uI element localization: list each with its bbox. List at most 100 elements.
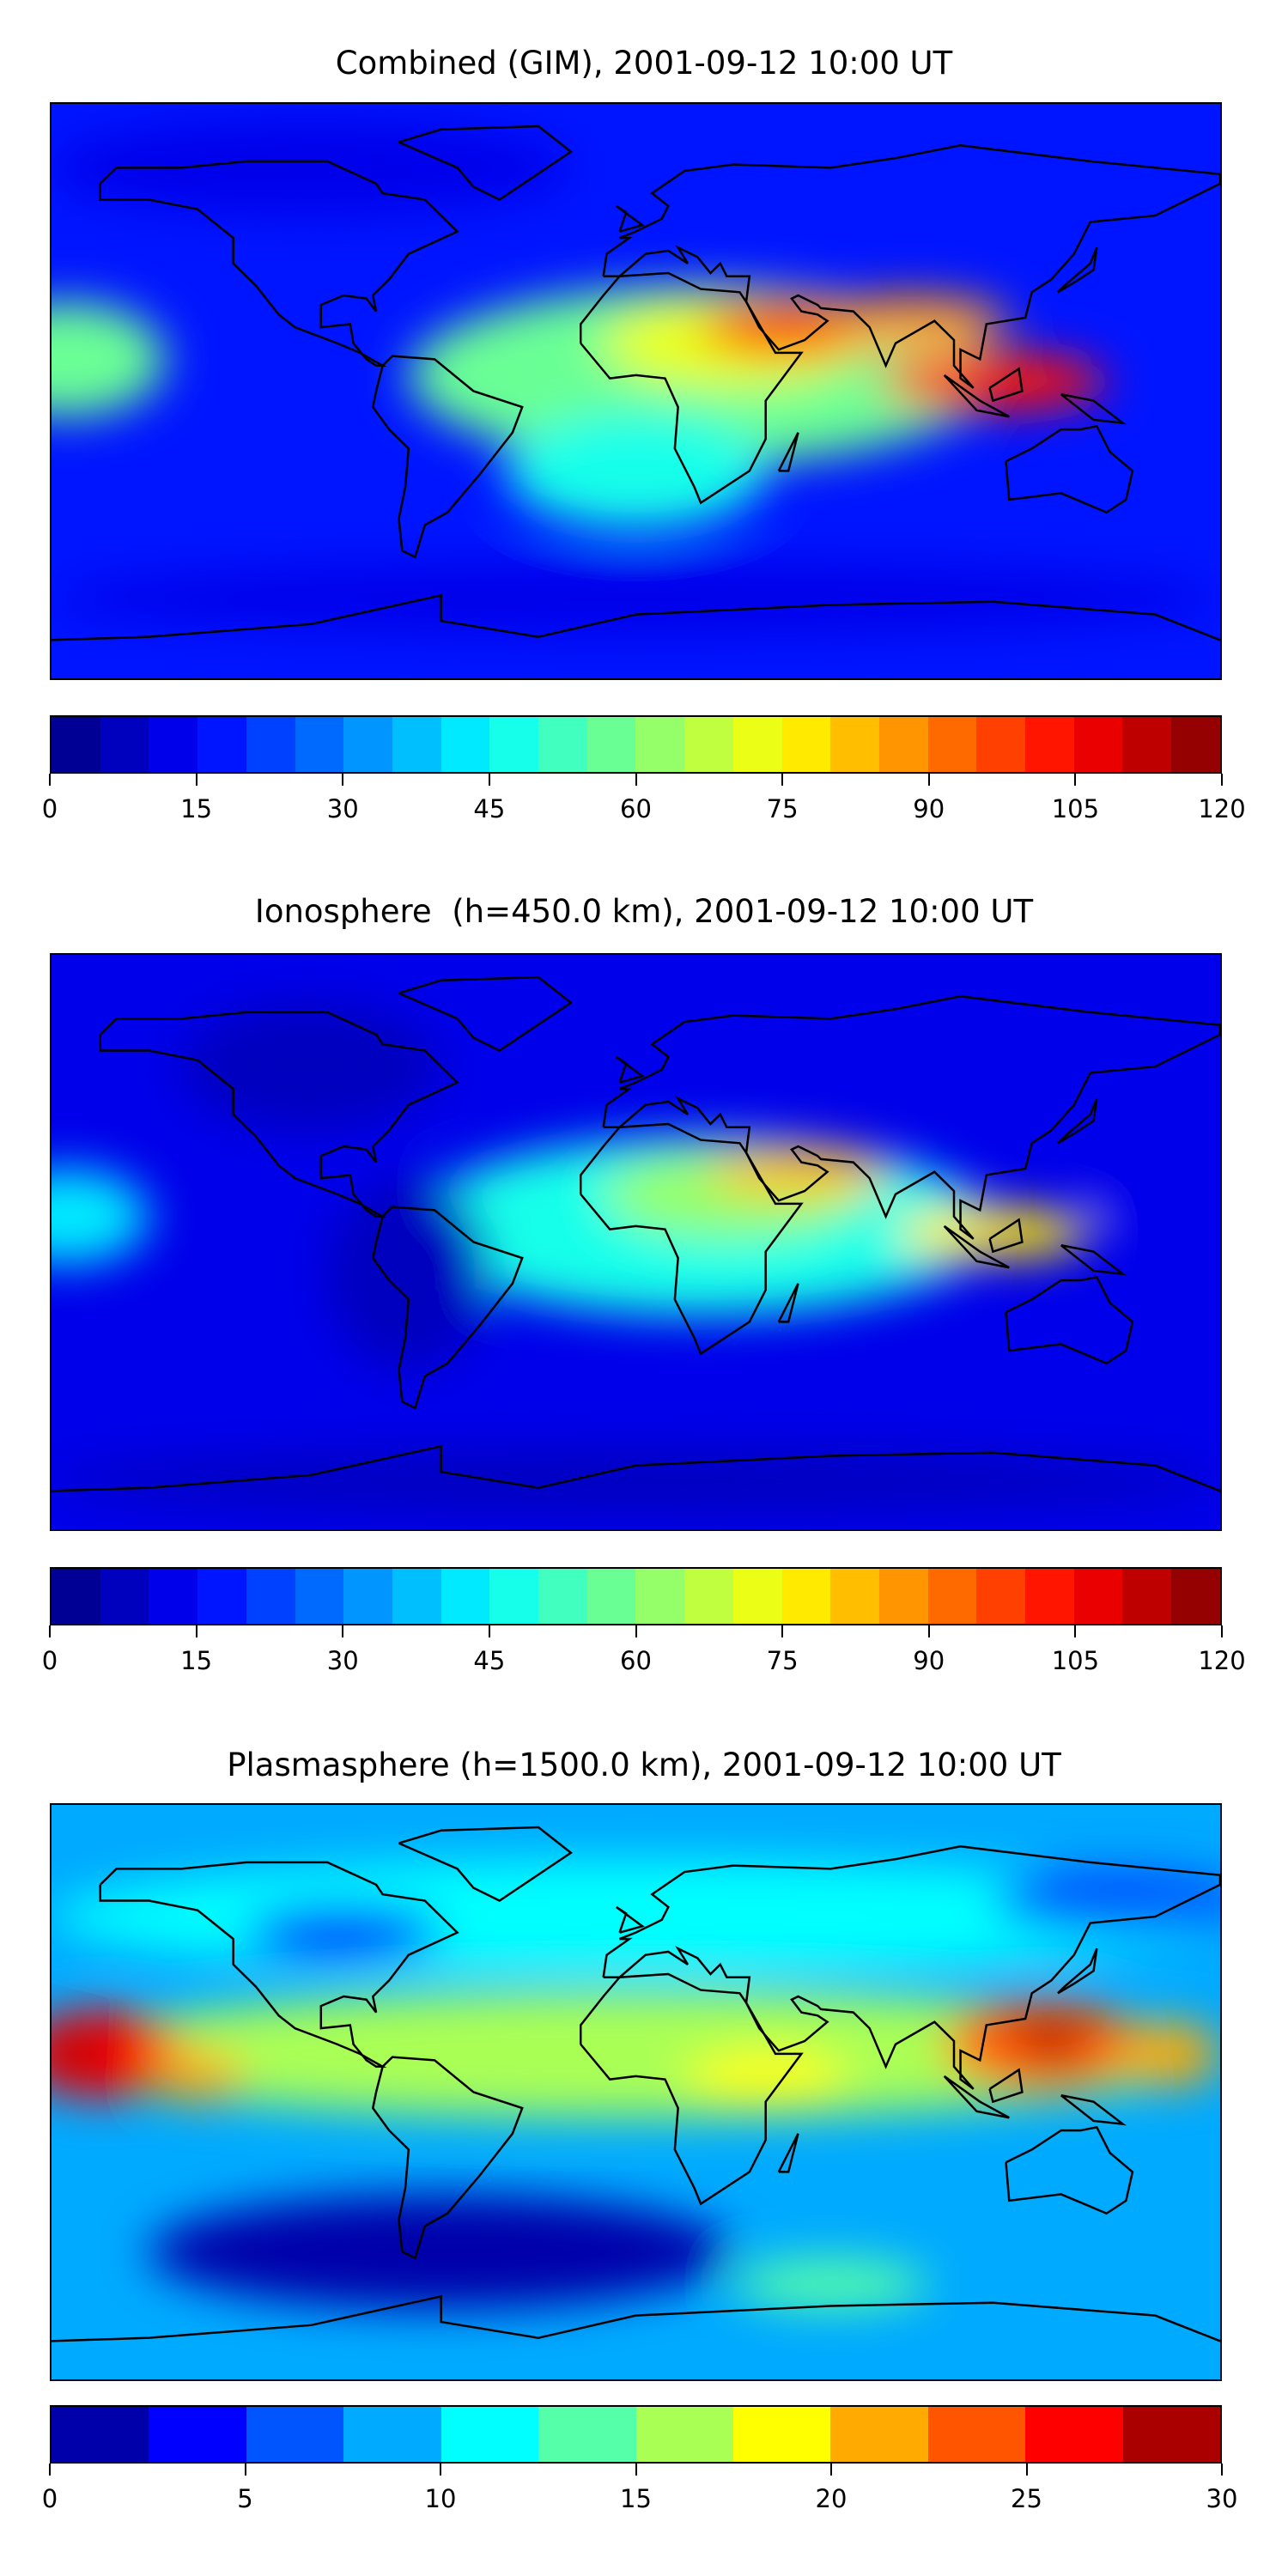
colorbar-level [100, 1569, 149, 1624]
colorbar-level [149, 1569, 198, 1624]
coastline [1061, 1245, 1123, 1273]
colorbar-tick-label: 75 [766, 1646, 799, 1675]
field-contour-region [895, 1206, 1091, 1259]
coastline [1058, 247, 1097, 292]
coastline [990, 368, 1023, 400]
field-contour-region [1018, 2021, 1084, 2061]
map-ionosphere [50, 953, 1222, 1531]
colorbar-level [538, 717, 587, 772]
colorbar-level [52, 2407, 149, 2462]
coastline [617, 1907, 642, 1933]
map-svg [52, 104, 1220, 678]
coastline [580, 273, 801, 503]
colorbar-level [1171, 717, 1220, 772]
colorbar-level [52, 717, 100, 772]
colorbar-tick-label: 90 [913, 1646, 945, 1675]
coastline [1061, 394, 1123, 422]
colorbar-tick [49, 1625, 51, 1637]
colorbar-tick [830, 2464, 832, 2476]
colorbar-level [732, 2407, 831, 2462]
colorbar-level [927, 717, 977, 772]
colorbar-tick-label: 30 [1206, 2484, 1238, 2513]
field-contour-region [879, 352, 1107, 410]
colorbar-level [732, 717, 782, 772]
colorbar-tick-label: 15 [180, 794, 213, 823]
colorbar-level [440, 1569, 490, 1624]
coastline [779, 1284, 799, 1322]
colorbar-level [246, 2407, 344, 2462]
colorbar-tick-label: 0 [41, 2484, 58, 2513]
colorbar-tick [195, 1625, 197, 1637]
colorbar-level [976, 717, 1026, 772]
colorbar-tick-label: 5 [237, 2484, 253, 2513]
colorbar-level [197, 717, 246, 772]
colorbar-level [635, 1569, 685, 1624]
colorbar-level [830, 1569, 879, 1624]
coastline [100, 1012, 458, 1217]
field-contour-region [52, 119, 571, 216]
colorbar-level [976, 1569, 1026, 1624]
coastline [617, 1057, 642, 1083]
colorbar-tick [1221, 2464, 1223, 2476]
colorbar-level [489, 1569, 539, 1624]
colorbar-level [830, 717, 879, 772]
colorbar-tick [195, 774, 197, 786]
colorbar-level [246, 717, 295, 772]
colorbar-level [635, 717, 685, 772]
colorbar-tick-label: 30 [326, 794, 359, 823]
colorbar-level [149, 2407, 246, 2462]
coastline [779, 433, 799, 471]
colorbar-plasmasphere [50, 2405, 1222, 2464]
colorbar-tick [1025, 2464, 1028, 2476]
colorbar-tick [781, 1625, 784, 1637]
field-contour-region [814, 295, 1010, 347]
coastline [945, 1226, 1010, 1267]
colorbar-level [1073, 1569, 1123, 1624]
colorbar-tick [49, 2464, 51, 2476]
field-contour-region [732, 2257, 928, 2310]
colorbar-level [489, 717, 539, 772]
colorbar-tick [488, 774, 490, 786]
coastline [1058, 1948, 1097, 1993]
map-svg [52, 1805, 1220, 2379]
colorbar-level [830, 2407, 928, 2462]
colorbar-level [1122, 717, 1172, 772]
colorbar-tick-label: 75 [766, 794, 799, 823]
coastline [604, 1846, 1220, 2088]
colorbar-level [684, 1569, 733, 1624]
coastline [990, 1219, 1023, 1251]
colorbar-tick-label: 10 [424, 2484, 457, 2513]
colorbar-tick [49, 774, 51, 786]
coastline [1058, 1098, 1097, 1143]
colorbar-level [781, 1569, 831, 1624]
map-plasmasphere [50, 1803, 1222, 2381]
map-combined [50, 102, 1222, 680]
colorbar-level [149, 717, 198, 772]
field-contour-region [327, 1178, 490, 1370]
colorbar-tick [1221, 1625, 1223, 1637]
colorbar-tick-label: 30 [326, 1646, 359, 1675]
field-contour-region [1122, 2021, 1220, 2087]
colorbar-tick-label: 105 [1051, 1646, 1100, 1675]
colorbar-level [732, 1569, 782, 1624]
field-contour-region [149, 2194, 733, 2310]
colorbar-level [1122, 1569, 1172, 1624]
colorbar-tick [342, 774, 344, 786]
colorbar-level [586, 1569, 636, 1624]
field-contour-region [52, 2034, 111, 2074]
coastline [945, 375, 1010, 416]
coastline [373, 2057, 522, 2258]
colorbar-tick-label: 25 [1011, 2484, 1042, 2513]
colorbar-level [52, 1569, 100, 1624]
field-contour-region [181, 1002, 441, 1131]
colorbar-tick [1074, 774, 1077, 786]
field-contour-region [52, 1449, 1220, 1514]
coastline [52, 595, 1220, 640]
coastline [604, 145, 1220, 387]
colorbar-tick-label: 20 [815, 2484, 848, 2513]
coastline [399, 1827, 571, 1900]
field-contour-region [993, 1868, 1220, 1933]
colorbar-tick-label: 120 [1198, 1646, 1246, 1675]
colorbar-level [343, 1569, 392, 1624]
